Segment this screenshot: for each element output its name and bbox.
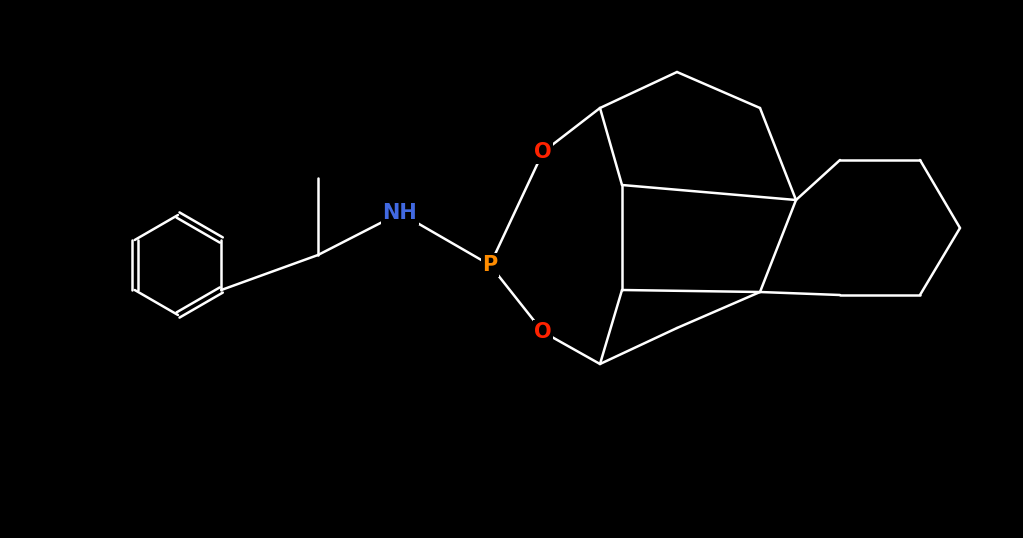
- Text: NH: NH: [383, 203, 417, 223]
- Text: O: O: [534, 142, 551, 162]
- Text: O: O: [534, 322, 551, 342]
- Text: P: P: [483, 255, 497, 275]
